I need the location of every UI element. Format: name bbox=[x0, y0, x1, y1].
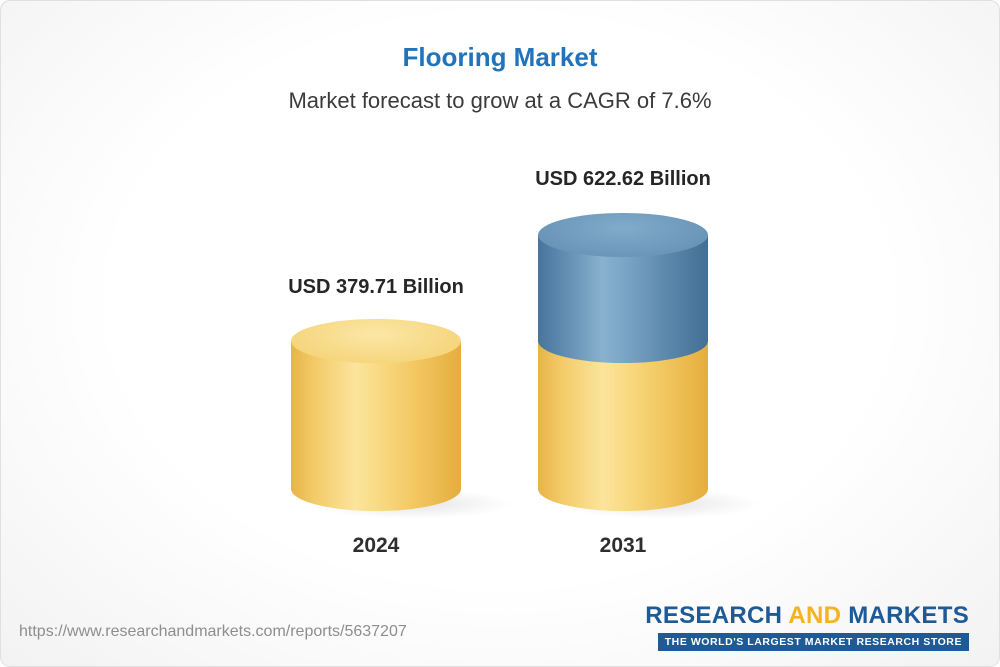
source-url: https://www.researchandmarkets.com/repor… bbox=[19, 623, 407, 640]
brand-tagline: THE WORLD'S LARGEST MARKET RESEARCH STOR… bbox=[657, 633, 969, 651]
brand-word-markets: MARKETS bbox=[848, 602, 969, 629]
brand-word-and: AND bbox=[788, 602, 842, 629]
bar-top-2031 bbox=[538, 213, 708, 257]
bar-cylinder-2031 bbox=[538, 213, 760, 519]
brand-wordmark: RESEARCH AND MARKETS bbox=[645, 602, 969, 630]
bar-top-2024 bbox=[291, 319, 461, 363]
value-label-2031: USD 622.62 Billion bbox=[535, 168, 711, 190]
value-label-2024: USD 379.71 Billion bbox=[288, 276, 464, 298]
brand-logo: RESEARCH AND MARKETS THE WORLD'S LARGEST… bbox=[645, 602, 969, 651]
category-label-2031: 2031 bbox=[599, 534, 647, 557]
brand-word-research: RESEARCH bbox=[645, 602, 783, 629]
bar-cylinder-2024 bbox=[291, 319, 513, 519]
bar-body-2024 bbox=[291, 341, 461, 511]
page-subtitle: Market forecast to grow at a CAGR of 7.6… bbox=[288, 88, 712, 113]
page-title: Flooring Market bbox=[402, 42, 598, 72]
category-label-2024: 2024 bbox=[352, 534, 400, 557]
